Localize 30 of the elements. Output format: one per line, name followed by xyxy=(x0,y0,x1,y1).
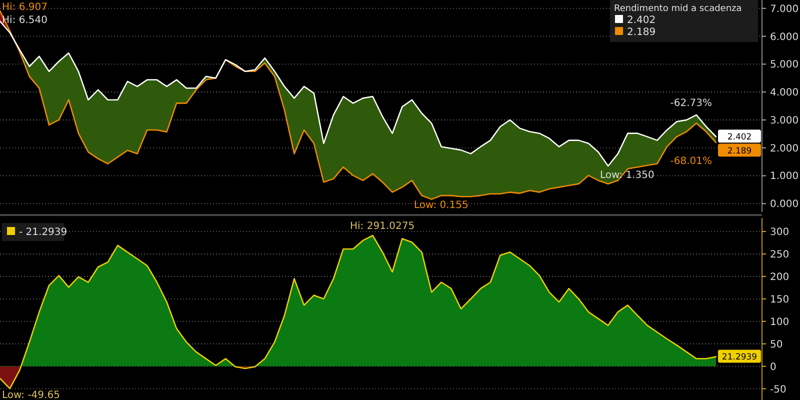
y-tick-label: 3.000 xyxy=(770,115,799,126)
text: 21.2939 xyxy=(722,352,758,363)
y-tick-label: 1.000 xyxy=(770,171,799,182)
annotation: Low: 0.155 xyxy=(414,200,468,211)
y-tick-label: 250 xyxy=(770,249,790,260)
annotation: Low: -49.65 xyxy=(2,390,60,400)
y-tick-label: 2.000 xyxy=(770,143,799,154)
y-tick-label: 0.000 xyxy=(770,199,799,210)
legend-title: Rendimento mid a scadenza xyxy=(614,4,742,14)
annotation: Low: 1.350 xyxy=(600,170,654,181)
annotation: -62.73% xyxy=(670,98,712,109)
y-tick-label: 0 xyxy=(770,362,776,373)
y-tick-label: 7.000 xyxy=(770,4,799,15)
legend-label: 2.402 xyxy=(627,15,656,26)
legend-label: 2.189 xyxy=(627,27,656,38)
text: 2.189 xyxy=(727,146,752,157)
annotation: -68.01% xyxy=(670,156,712,167)
y-tick-label: 100 xyxy=(770,316,790,328)
annotation: Hi: 291.0275 xyxy=(350,221,415,232)
y-tick-label: -50 xyxy=(770,384,786,396)
y-tick-label: 4.000 xyxy=(770,88,799,99)
y-tick-label: 300 xyxy=(770,226,790,238)
text: 2.402 xyxy=(727,132,752,143)
y-tick-label: 6.000 xyxy=(770,32,799,43)
y-tick-label: 50 xyxy=(770,339,783,350)
y-tick-label: 5.000 xyxy=(770,60,799,71)
legend-label: - 21.2939 xyxy=(19,227,68,238)
y-tick-label: 200 xyxy=(770,272,790,283)
annotation: Hi: 6.907 xyxy=(2,2,48,13)
y-tick-label: 150 xyxy=(770,294,790,306)
